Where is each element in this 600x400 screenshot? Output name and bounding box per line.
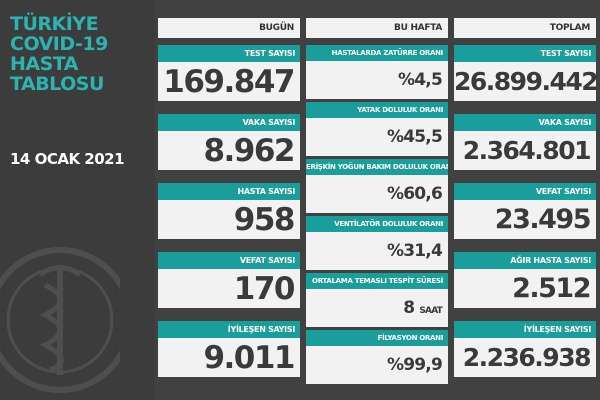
total-death-card: VEFAT SAYISI 23.495 (454, 183, 596, 239)
card-label: VAKA SAYISI (454, 114, 596, 131)
card-value: 9.011 (158, 338, 300, 377)
week-ventilator-card: VENTİLATÖR DOLULUK ORANI %31,4 (306, 216, 448, 270)
week-column: BU HAFTA HASTALARDA ZATÜRRE ORANI %4,5 Y… (306, 18, 448, 384)
card-label: HASTALARDA ZATÜRRE ORANI (306, 45, 448, 61)
week-bed-card: YATAK DOLULUK ORANI %45,5 (306, 102, 448, 156)
card-label: FİLYASYON ORANI (306, 330, 448, 346)
week-contact-card: ORTALAMA TEMASLI TESPİT SÜRESİ 8 SAAT (306, 273, 448, 327)
today-case-card: VAKA SAYISI 8.962 (158, 114, 300, 170)
card-label: TEST SAYISI (158, 45, 300, 62)
card-value: %31,4 (306, 232, 448, 270)
card-label: VEFAT SAYISI (454, 183, 596, 200)
card-label: VEFAT SAYISI (158, 252, 300, 269)
total-column: TOPLAM TEST SAYISI 26.899.442 VAKA SAYIS… (454, 18, 599, 377)
today-recovered-card: İYİLEŞEN SAYISI 9.011 (158, 321, 300, 377)
card-label: TEST SAYISI (454, 45, 596, 62)
card-value: 8.962 (158, 131, 300, 170)
week-header: BU HAFTA (306, 18, 448, 38)
card-value: 2.364.801 (454, 131, 596, 170)
contact-time-value: 8 (403, 298, 415, 318)
week-pneumonia-card: HASTALARDA ZATÜRRE ORANI %4,5 (306, 45, 448, 99)
card-value: 23.495 (454, 200, 596, 239)
week-icu-card: ERİŞKİN YOĞUN BAKIM DOLULUK ORANI %60,6 (306, 159, 448, 213)
week-filiation-card: FİLYASYON ORANI %99,9 (306, 330, 448, 384)
total-header: TOPLAM (454, 18, 596, 38)
contact-time-unit: SAAT (419, 306, 442, 316)
card-label: AĞIR HASTA SAYISI (454, 252, 596, 269)
card-value: 958 (158, 200, 300, 239)
total-recovered-card: İYİLEŞEN SAYISI 2.236.938 (454, 321, 596, 377)
title-line: HASTA (10, 53, 78, 75)
card-value: 169.847 (158, 62, 300, 101)
card-value: 2.236.938 (454, 338, 596, 377)
card-value: %45,5 (306, 118, 448, 156)
card-label: VAKA SAYISI (158, 114, 300, 131)
title-line: COVID-19 (10, 33, 108, 55)
card-value: %99,9 (306, 346, 448, 384)
card-value: %60,6 (306, 175, 448, 213)
card-value: 170 (158, 269, 300, 308)
sidebar: TÜRKİYE COVID-19 HASTA TABLOSU 14 OCAK 2… (0, 0, 155, 400)
card-label: ORTALAMA TEMASLI TESPİT SÜRESİ (306, 273, 448, 289)
card-label: İYİLEŞEN SAYISI (454, 321, 596, 338)
card-value: 8 SAAT (306, 289, 448, 327)
card-label: VENTİLATÖR DOLULUK ORANI (306, 216, 448, 232)
total-critical-card: AĞIR HASTA SAYISI 2.512 (454, 252, 596, 308)
ministry-emblem-icon (0, 247, 120, 393)
card-value: 26.899.442 (454, 62, 599, 101)
card-label: HASTA SAYISI (158, 183, 300, 200)
total-case-card: VAKA SAYISI 2.364.801 (454, 114, 596, 170)
today-test-card: TEST SAYISI 169.847 (158, 45, 300, 101)
today-header: BUGÜN (158, 18, 300, 38)
total-test-card: TEST SAYISI 26.899.442 (454, 45, 599, 101)
card-label: İYİLEŞEN SAYISI (158, 321, 300, 338)
card-label: YATAK DOLULUK ORANI (306, 102, 448, 118)
page-title: TÜRKİYE COVID-19 HASTA TABLOSU (10, 14, 150, 94)
today-patient-card: HASTA SAYISI 958 (158, 183, 300, 239)
card-value: %4,5 (306, 61, 448, 99)
report-date: 14 OCAK 2021 (10, 150, 125, 168)
today-death-card: VEFAT SAYISI 170 (158, 252, 300, 308)
title-line: TÜRKİYE (10, 13, 99, 35)
card-label: ERİŞKİN YOĞUN BAKIM DOLULUK ORANI (306, 159, 448, 175)
today-column: BUGÜN TEST SAYISI 169.847 VAKA SAYISI 8.… (158, 18, 300, 377)
title-line: TABLOSU (10, 73, 104, 95)
card-value: 2.512 (454, 269, 596, 308)
